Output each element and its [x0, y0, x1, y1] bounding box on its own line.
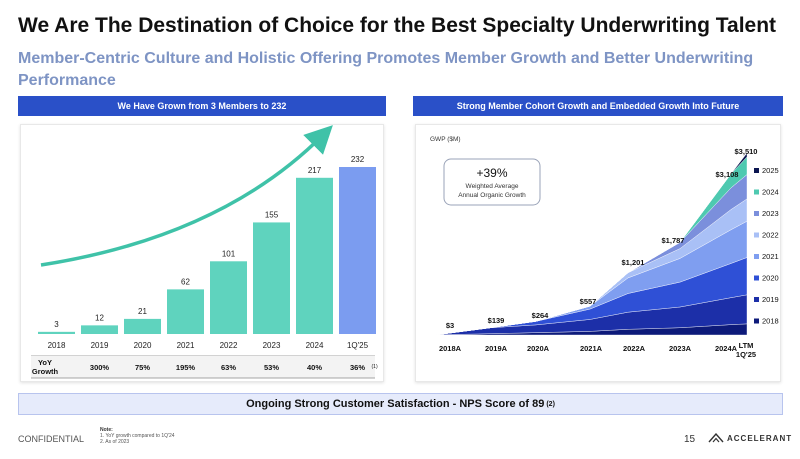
gwp-total-label-2: $264 — [532, 311, 550, 320]
gwp-area-chart: GWP ($M) $3 $139 $264 $557 $1,201 $1,787 $3,108… — [430, 136, 779, 359]
growth-arrow — [40, 125, 333, 267]
page-subtitle: Member-Centric Culture and Holistic Offe… — [18, 50, 754, 89]
member-year-label-6: 2024 — [306, 341, 324, 350]
confidential-label: CONFIDENTIAL — [18, 434, 85, 444]
gwp-year-label-7-b: 1Q'25 — [736, 350, 756, 359]
growth-row-bg — [31, 356, 375, 378]
logo-text: ACCELERANT — [727, 433, 793, 443]
members-chart-panel: 3 2018 12 2019 21 2020 62 2021 101 2022 155 2023 217… — [20, 124, 384, 382]
legend-label-2019: 2019 — [762, 295, 779, 304]
growth-value-0: 300% — [90, 363, 110, 372]
legend-label-2020: 2020 — [762, 274, 779, 283]
legend-label-2024: 2024 — [762, 188, 779, 197]
growth-value-4: 53% — [264, 363, 279, 372]
gwp-total-label-1: $139 — [488, 316, 505, 325]
gwp-year-label-0: 2018A — [439, 344, 462, 353]
member-bar-0 — [38, 331, 75, 334]
member-bar-2 — [124, 318, 161, 334]
gwp-total-label-0: $3 — [446, 321, 454, 330]
legend-swatch-2021 — [754, 254, 759, 259]
gwp-panel-header: Strong Member Cohort Growth and Embedded… — [413, 96, 783, 116]
growth-value-1: 75% — [135, 363, 150, 372]
gwp-year-label-4: 2022A — [623, 344, 646, 353]
legend-swatch-2020 — [754, 275, 759, 281]
growth-value-6: 36% — [350, 363, 365, 372]
legend-swatch-2024 — [754, 189, 759, 195]
gwp-total-label-4: $1,201 — [622, 258, 645, 267]
member-value-label-2: 21 — [138, 307, 147, 316]
member-value-label-6: 217 — [308, 166, 322, 175]
notes-title: Note: — [100, 427, 113, 433]
member-value-label-5: 155 — [265, 210, 279, 219]
growth-value-5: 40% — [307, 363, 322, 372]
company-logo: ACCELERANT — [708, 433, 792, 443]
member-value-label-3: 62 — [181, 277, 190, 286]
member-value-label-7: 232 — [351, 155, 365, 164]
member-year-label-5: 2023 — [263, 341, 281, 350]
member-bar-7 — [339, 167, 376, 334]
page-number: 15 — [684, 434, 696, 445]
growth-value-2: 195% — [176, 363, 196, 372]
legend-swatch-2025 — [754, 168, 759, 173]
gwp-year-label-3: 2021A — [580, 344, 603, 353]
footnote-2: 2. As of 2023 — [100, 439, 130, 445]
gwp-total-label-3: $557 — [580, 297, 597, 306]
gwp-year-label-1: 2019A — [485, 344, 508, 353]
gwp-axis-label: GWP ($M) — [430, 136, 461, 143]
gwp-total-label-7: $3,510 — [735, 147, 758, 156]
legend-swatch-2018 — [754, 318, 759, 324]
member-bar-4 — [210, 261, 247, 334]
gwp-year-label-5: 2023A — [669, 344, 692, 353]
accelerant-logo-icon — [708, 433, 724, 443]
growth-value-3: 63% — [221, 363, 236, 372]
footnote-1: 1. YoY growth compared to 1Q'24 — [100, 433, 175, 439]
members-bar-chart: 3 2018 12 2019 21 2020 62 2021 101 2022 155 2023 217… — [31, 125, 378, 379]
member-year-label-1: 2019 — [91, 341, 109, 350]
page-title: We Are The Destination of Choice for the… — [18, 14, 777, 37]
member-year-label-0: 2018 — [48, 341, 66, 350]
nps-text: Ongoing Strong Customer Satisfaction - N… — [246, 398, 545, 410]
footnotes: Note: 1. YoY growth compared to 1Q'24 2.… — [100, 427, 175, 445]
growth-callout-value: +39% — [476, 166, 507, 180]
member-bar-1 — [81, 325, 118, 334]
legend-label-2022: 2022 — [762, 231, 779, 240]
member-year-label-4: 2022 — [220, 341, 238, 350]
legend-label-2021: 2021 — [762, 252, 779, 261]
legend-swatch-2022 — [754, 232, 759, 238]
growth-callout-box — [443, 158, 541, 206]
growth-row-label-line2: Growth — [32, 367, 59, 376]
legend-swatch-2019 — [754, 297, 759, 302]
member-bar-3 — [167, 289, 204, 334]
member-value-label-1: 12 — [95, 313, 104, 322]
member-year-label-2: 2020 — [134, 341, 152, 350]
gwp-chart-panel: GWP ($M) $3 $139 $264 $557 $1,201 $1,787 $3,108… — [415, 124, 781, 382]
gwp-year-label-7-a: LTM — [739, 341, 754, 350]
growth-row-label-line1: YoY — [38, 358, 52, 367]
nps-note-ref: (2) — [546, 400, 555, 408]
nps-banner: Ongoing Strong Customer Satisfaction - N… — [18, 393, 783, 415]
legend-label-2018: 2018 — [762, 317, 779, 326]
gwp-year-label-6: 2024A — [715, 344, 738, 353]
growth-note-ref: (1) — [372, 364, 378, 370]
gwp-total-label-6: $3,108 — [716, 170, 739, 179]
growth-callout-line1: Weighted Average — [466, 183, 519, 190]
gwp-total-label-5: $1,787 — [662, 236, 685, 245]
legend-swatch-2023 — [754, 211, 759, 216]
growth-callout-line2: Annual Organic Growth — [458, 192, 526, 199]
members-panel-header: We Have Grown from 3 Members to 232 — [18, 96, 386, 116]
legend-label-2025: 2025 — [762, 166, 779, 175]
member-value-label-4: 101 — [222, 249, 236, 258]
cohort-area-2025 — [435, 152, 748, 336]
legend-label-2023: 2023 — [762, 209, 779, 218]
member-value-label-0: 3 — [54, 320, 59, 329]
gwp-year-label-2: 2020A — [527, 344, 550, 353]
member-year-label-7: 1Q'25 — [347, 341, 369, 350]
member-bar-6 — [296, 177, 333, 334]
member-year-label-3: 2021 — [177, 341, 195, 350]
member-bar-5 — [253, 222, 290, 334]
